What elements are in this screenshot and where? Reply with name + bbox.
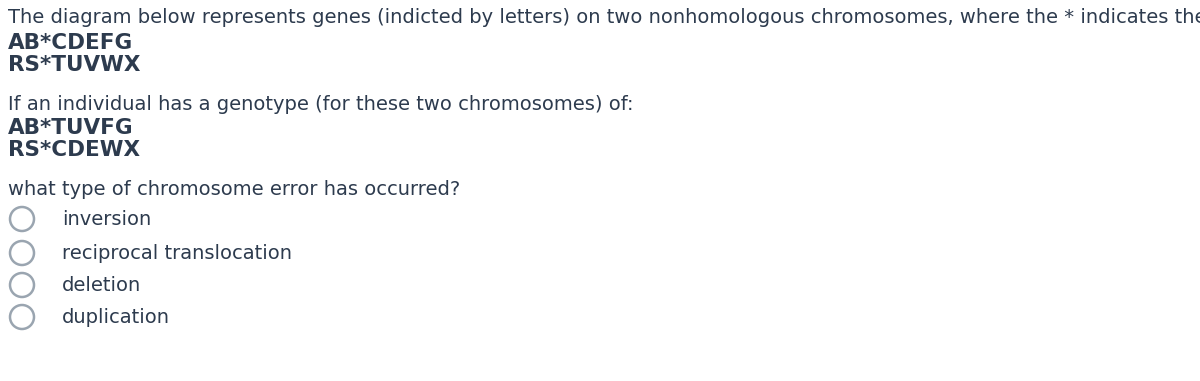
- Text: duplication: duplication: [62, 308, 170, 327]
- Text: deletion: deletion: [62, 276, 142, 295]
- Text: AB*TUVFG: AB*TUVFG: [8, 118, 133, 138]
- Text: inversion: inversion: [62, 210, 151, 229]
- Text: what type of chromosome error has occurred?: what type of chromosome error has occurr…: [8, 180, 461, 199]
- Text: RS*TUVWX: RS*TUVWX: [8, 55, 140, 75]
- Text: AB*CDEFG: AB*CDEFG: [8, 33, 133, 53]
- Text: reciprocal translocation: reciprocal translocation: [62, 244, 292, 263]
- Text: If an individual has a genotype (for these two chromosomes) of:: If an individual has a genotype (for the…: [8, 95, 634, 114]
- Text: RS*CDEWX: RS*CDEWX: [8, 140, 140, 160]
- Text: The diagram below represents genes (indicted by letters) on two nonhomologous ch: The diagram below represents genes (indi…: [8, 8, 1200, 27]
